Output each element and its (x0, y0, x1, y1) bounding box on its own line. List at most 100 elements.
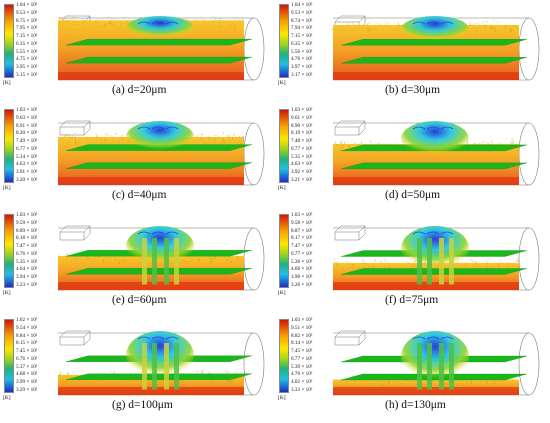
colorbar-tick-label: 9.59 × 10² (16, 219, 38, 226)
colorbar-tick-label: 4.75 × 10² (16, 56, 38, 63)
colorbar-tick-label: 1.03 × 10³ (291, 317, 313, 323)
colorbar-tick-label: 8.14 × 10² (291, 340, 313, 347)
vortex-lines (412, 231, 454, 235)
colorbar-tick-label: 9.53 × 10² (16, 9, 38, 16)
vortex-lines (137, 231, 179, 235)
colorbar-tick-label: 3.21 × 10² (291, 176, 313, 183)
colorbar-tick-label: 5.35 × 10² (16, 258, 38, 265)
colorbar-tick-label: 8.19 × 10² (291, 130, 313, 137)
hot-core (401, 16, 469, 43)
colorbar-tick-label: 5.36 × 10² (291, 258, 313, 265)
colorbar-tick-label: 8.84 × 10² (16, 332, 38, 339)
colorbar-tick-label: 7.45 × 10² (291, 348, 313, 355)
colorbar-tick-label: 7.45 × 10² (16, 348, 38, 355)
colorbar (279, 109, 289, 183)
colorbar-tick-label: 1.03 × 10³ (291, 107, 313, 113)
colorbar-unit: [K] (278, 395, 286, 401)
vortex-lines (412, 336, 454, 340)
colorbar-tick-label: 9.53 × 10² (291, 9, 313, 16)
colorbar-tick-label: 3.23 × 10² (16, 281, 38, 288)
colorbar-tick-label: 5.55 × 10² (16, 48, 38, 55)
colorbar-ticks: 1.03 × 10³ 9.58 × 10² 8.87 × 10² 8.17 × 10²… (291, 212, 331, 288)
panel-d: 1.03 × 10³ 9.61 × 10² 8.90 × 10² 8.19 × 10²… (275, 105, 550, 210)
colorbar-tick-label: 4.66 × 10² (291, 266, 313, 273)
temperature-field-render (331, 330, 540, 396)
colorbar-tick-label: 4.02 × 10² (291, 379, 313, 386)
colorbar-tick-label: 6.35 × 10² (16, 40, 38, 47)
colorbar-tick-label: 4.76 × 10² (291, 56, 313, 63)
colorbar-tick-label: 6.76 × 10² (16, 250, 38, 257)
colorbar-tick-label: 4.64 × 10² (16, 266, 38, 273)
colorbar-tick-label: 5.37 × 10² (16, 363, 38, 370)
panel-caption: (e) d=60μm (112, 294, 167, 306)
colorbar-tick-label: 8.89 × 10² (16, 227, 38, 234)
hot-core (126, 16, 194, 40)
colorbar-tick-label: 1.04 × 10³ (16, 2, 38, 8)
hot-core (401, 226, 469, 271)
temperature-field-render (58, 120, 265, 186)
colorbar-tick-label: 8.18 × 10² (16, 235, 38, 242)
hot-core (401, 121, 469, 157)
colorbar-tick-label: 6.77 × 10² (291, 145, 313, 152)
colorbar-tick-label: 3.99 × 10² (16, 379, 38, 386)
colorbar-tick-label: 7.15 × 10² (16, 33, 38, 40)
panel-g: 1.02 × 10³ 9.54 × 10² 8.84 × 10² 8.15 × 10²… (0, 315, 275, 420)
colorbar-tick-label: 7.95 × 10² (16, 25, 38, 32)
colorbar-tick-label: 9.51 × 10² (291, 324, 313, 331)
colorbar-tick-label: 8.82 × 10² (291, 332, 313, 339)
colorbar-ticks: 1.04 × 10³ 9.53 × 10² 8.75 × 10² 7.95 × 10²… (16, 2, 56, 78)
temperature-field-render (58, 330, 265, 396)
colorbar-tick-label: 3.94 × 10² (16, 274, 38, 281)
panel-e: 1.03 × 10³ 9.59 × 10² 8.89 × 10² 8.18 × 10²… (0, 210, 275, 315)
colorbar-tick-label: 7.49 × 10² (16, 138, 38, 145)
colorbar-tick-label: 8.17 × 10² (291, 235, 313, 242)
colorbar-tick-label: 8.75 × 10² (16, 17, 38, 24)
colorbar-unit: [K] (278, 290, 286, 296)
colorbar-tick-label: 9.54 × 10² (16, 324, 38, 331)
colorbar-tick-label: 3.97 × 10² (291, 64, 313, 71)
colorbar-tick-label: 3.95 × 10² (16, 64, 38, 71)
colorbar-tick-label: 5.39 × 10² (291, 363, 313, 370)
temperature-field-render (333, 120, 540, 186)
colorbar-tick-label: 8.15 × 10² (16, 340, 38, 347)
colorbar-unit: [K] (3, 290, 11, 296)
colorbar-tick-label: 6.77 × 10² (16, 145, 38, 152)
colorbar-tick-label: 7.47 × 10² (291, 243, 313, 250)
colorbar-tick-label: 3.20 × 10² (16, 176, 38, 183)
colorbar-unit: [K] (3, 185, 11, 191)
hot-core (401, 331, 469, 383)
colorbar-ticks: 1.04 × 10³ 9.53 × 10² 8.74 × 10² 7.94 × 10²… (291, 2, 331, 78)
vortex-lines (137, 21, 179, 25)
panel-caption: (f) d=75μm (385, 294, 439, 306)
colorbar-tick-label: 4.70 × 10² (291, 371, 313, 378)
colorbar-tick-label: 3.15 × 10² (16, 71, 38, 78)
panel-caption: (b) d=30μm (385, 84, 441, 96)
colorbar-ticks: 1.02 × 10³ 9.54 × 10² 8.84 × 10² 8.15 × 10²… (16, 317, 56, 393)
colorbar-tick-label: 1.03 × 10³ (291, 212, 313, 218)
colorbar-tick-label: 3.33 × 10² (291, 386, 313, 393)
colorbar-unit: [K] (278, 80, 286, 86)
colorbar-tick-label: 9.61 × 10² (291, 114, 313, 121)
colorbar-tick-label: 8.91 × 10² (16, 122, 38, 129)
panel-caption: (c) d=40μm (112, 189, 167, 201)
colorbar (279, 319, 289, 393)
panel-caption: (g) d=100μm (112, 399, 173, 411)
colorbar-tick-label: 9.63 × 10² (16, 114, 38, 121)
panel-f: 1.03 × 10³ 9.58 × 10² 8.87 × 10² 8.17 × 10²… (275, 210, 550, 315)
colorbar-tick-label: 4.68 × 10² (16, 371, 38, 378)
colorbar-tick-label: 3.29 × 10² (16, 386, 38, 393)
colorbar-tick-label: 1.03 × 10³ (16, 212, 38, 218)
panel-caption: (d) d=50μm (385, 189, 441, 201)
colorbar (4, 214, 14, 288)
colorbar (4, 4, 14, 78)
hot-core (126, 121, 194, 152)
colorbar (4, 109, 14, 183)
colorbar-tick-label: 6.76 × 10² (16, 355, 38, 362)
colorbar-tick-label: 8.87 × 10² (291, 227, 313, 234)
colorbar (279, 4, 289, 78)
colorbar (279, 214, 289, 288)
panel-caption: (h) d=130μm (385, 399, 446, 411)
colorbar-tick-label: 5.34 × 10² (16, 153, 38, 160)
panel-c: 1.03 × 10³ 9.63 × 10² 8.91 × 10² 8.20 × 10²… (0, 105, 275, 210)
vortex-lines (137, 336, 179, 340)
